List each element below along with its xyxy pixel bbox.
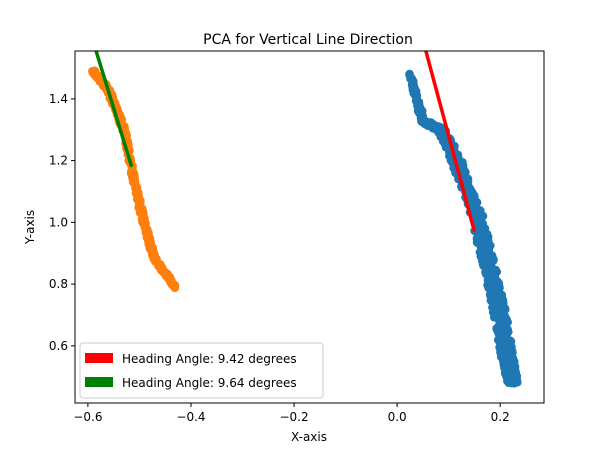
scatter-point [419, 115, 428, 124]
scatter-point [155, 260, 164, 269]
scatter-point [442, 143, 452, 152]
scatter-point [492, 325, 502, 334]
scatter-point [473, 230, 483, 240]
scatter-point [168, 281, 178, 290]
x-axis-label: X-axis [291, 430, 327, 444]
scatter-point [485, 272, 494, 281]
legend-swatch-green [85, 377, 113, 387]
legend: Heading Angle: 9.42 degrees Heading Angl… [79, 342, 324, 399]
y-tick-label: 0.6 [49, 339, 68, 353]
scatter-point [504, 344, 514, 353]
scatter-point [503, 335, 512, 344]
y-tick-label: 1.4 [49, 92, 68, 106]
y-tick-label: 0.8 [49, 277, 68, 291]
scatter-point [491, 265, 500, 275]
pca-lines-layer [94, 51, 477, 233]
scatter-point [144, 239, 153, 249]
legend-frame [79, 342, 324, 399]
y-tick-label: 1.2 [49, 154, 68, 168]
scatter-point [129, 169, 139, 178]
x-axis-ticks: −0.6 −0.4 −0.2 0.0 0.2 [73, 403, 510, 424]
scatter-point [484, 283, 493, 293]
x-tick-label: −0.4 [176, 410, 205, 424]
scatter-point [410, 86, 419, 95]
scatter-point [412, 95, 422, 105]
scatter-point [501, 369, 511, 378]
legend-label-green: Heading Angle: 9.64 degrees [122, 376, 297, 390]
chart-title: PCA for Vertical Line Direction [203, 32, 413, 48]
scatter-point [479, 261, 488, 270]
scatter-point [142, 227, 151, 237]
scatter-series-0 [405, 69, 522, 388]
y-axis-label: Y-axis [23, 210, 37, 245]
scatter-point [489, 313, 499, 322]
scatter-point [498, 299, 508, 308]
scatter-point [160, 268, 170, 278]
scatter-point [499, 316, 509, 325]
y-tick-label: 1.0 [49, 215, 68, 229]
scatter-point [91, 68, 100, 78]
scatter-point [478, 219, 488, 228]
scatter-point [491, 300, 500, 309]
scatter-point [477, 210, 487, 220]
x-tick-label: 0.0 [388, 410, 407, 424]
plot-area-frame [74, 50, 545, 404]
pca-line-0 [424, 51, 477, 233]
scatter-point [497, 306, 506, 315]
legend-swatch-red [85, 353, 113, 363]
x-tick-label: 0.2 [491, 410, 510, 424]
scatter-point [135, 207, 145, 216]
pca-line-1 [94, 51, 134, 168]
legend-label-red: Heading Angle: 9.42 degrees [122, 352, 297, 366]
x-tick-label: −0.6 [73, 410, 102, 424]
scatter-point [428, 120, 437, 129]
scatter-point [134, 193, 144, 203]
x-tick-label: −0.2 [279, 410, 308, 424]
y-axis-ticks: 0.6 0.8 1.0 1.2 1.4 [49, 92, 75, 353]
scatter-point [482, 245, 491, 254]
scatter-point [129, 177, 138, 187]
scatter-point [476, 252, 485, 261]
